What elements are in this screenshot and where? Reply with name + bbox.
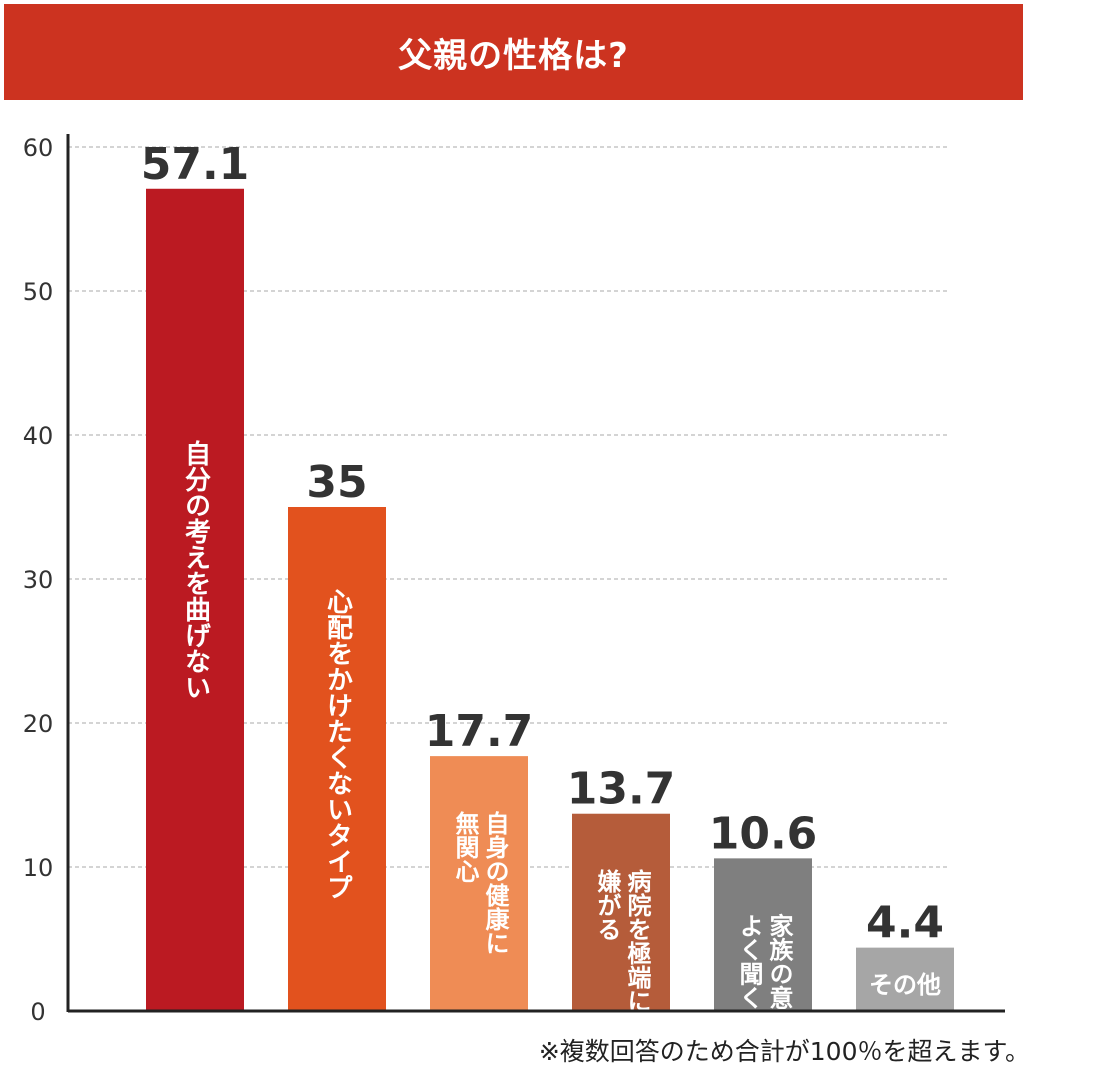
y-tick-label: 60 bbox=[23, 134, 54, 162]
bar-category-label: 家族の意見を bbox=[765, 912, 793, 1057]
bar-value-label: 17.7 bbox=[425, 706, 534, 757]
y-tick-label: 30 bbox=[23, 566, 54, 594]
bar-category-label: 自身の健康に bbox=[481, 810, 509, 955]
y-tick-label: 10 bbox=[23, 854, 54, 882]
bar-category-label: 自分の考えを曲げない bbox=[181, 439, 211, 700]
y-tick-label: 40 bbox=[23, 422, 54, 450]
bar-value-label: 35 bbox=[306, 457, 367, 508]
bar-category-label: 病院を極端に bbox=[623, 868, 651, 1013]
y-tick-label: 0 bbox=[30, 998, 45, 1026]
bar-value-label: 10.6 bbox=[709, 808, 818, 859]
bar-category-label: 心配をかけたくないタイプ bbox=[323, 588, 353, 900]
bar-category-label: よく聞く bbox=[735, 913, 763, 1009]
bar-value-label: 57.1 bbox=[141, 139, 250, 190]
bar bbox=[288, 507, 386, 1011]
chart-title-bar: 父親の性格は? bbox=[4, 4, 1023, 100]
bar-value-label: 13.7 bbox=[567, 764, 676, 815]
bar-category-label: 無関心 bbox=[451, 810, 479, 883]
bar bbox=[856, 947, 954, 1011]
bar bbox=[714, 858, 812, 1011]
bar-category-label: 嫌がる bbox=[593, 869, 621, 941]
bar bbox=[572, 813, 670, 1011]
y-tick-label: 20 bbox=[23, 710, 54, 738]
chart-title: 父親の性格は? bbox=[398, 35, 629, 76]
bar bbox=[146, 188, 244, 1011]
y-tick-label: 50 bbox=[23, 278, 54, 306]
bar bbox=[430, 756, 528, 1011]
footnote: ※複数回答のため合計が100％を超えます。 bbox=[538, 1037, 1030, 1066]
bar-value-label: 4.4 bbox=[866, 898, 944, 949]
bar-category-label: その他 bbox=[869, 971, 941, 999]
